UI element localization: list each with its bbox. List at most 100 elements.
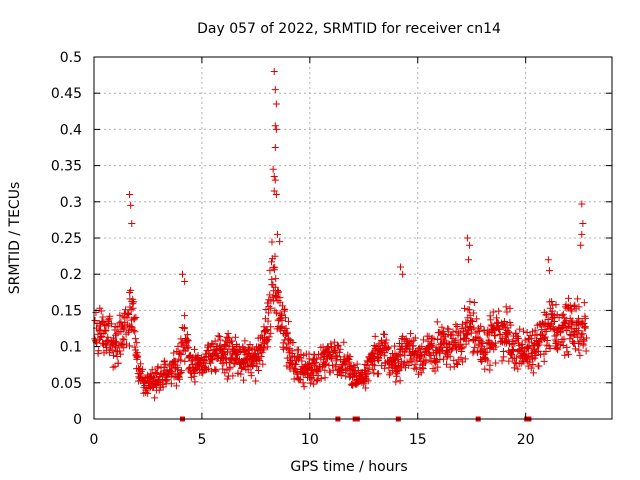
y-axis-label: SRMTID / TECUs [7,182,23,295]
data-point [503,324,511,332]
data-point [548,298,556,306]
data-point [181,312,189,320]
data-point [267,329,275,337]
spike-point [178,270,186,278]
data-point [247,372,255,380]
data-point [267,323,275,331]
data-point [155,386,163,394]
data-point [428,339,436,347]
data-point [205,347,213,355]
data-point [216,336,224,344]
x-tick-label: 15 [409,432,427,448]
data-point [371,362,379,370]
data-point [127,306,135,314]
data-point [496,326,504,334]
data-point [153,369,161,377]
data-point [265,302,273,310]
data-point [127,286,135,294]
x-axis-label: GPS time / hours [290,459,407,475]
data-point [392,368,400,376]
data-point [527,353,535,361]
data-point [321,366,329,374]
data-point [271,252,279,260]
data-point [394,356,402,364]
data-point [137,360,145,368]
data-point [151,394,159,402]
data-point [284,318,292,326]
data-point [119,325,127,333]
spike-point [578,200,586,208]
data-point [159,383,167,391]
data-point [364,377,372,385]
data-point [559,310,567,318]
data-point [162,377,170,385]
data-point [238,365,246,373]
spike-point [577,241,585,249]
data-point [310,380,318,388]
data-point [560,335,568,343]
data-point [579,341,587,349]
data-point [215,332,223,340]
data-point [335,342,343,350]
data-point [563,343,571,351]
data-point [293,370,301,378]
data-point [491,331,499,339]
data-point [461,355,469,363]
data-point [529,369,537,377]
data-point [95,326,103,334]
data-point [417,369,425,377]
data-point [259,346,267,354]
data-point [259,360,267,368]
data-point [190,345,198,353]
data-point [272,309,280,317]
data-point [465,306,473,314]
data-point [448,331,456,339]
data-point [252,377,260,385]
data-point [114,359,122,367]
data-point [276,298,284,306]
data-point [439,355,447,363]
data-point [228,337,236,345]
data-point [535,362,543,370]
data-point [502,303,510,311]
data-point [270,297,278,305]
data-point [317,375,325,383]
data-point [109,363,117,371]
data-point [486,344,494,352]
data-point [335,348,343,356]
data-point [174,342,182,350]
data-point [119,312,127,320]
data-point [112,348,120,356]
y-tick-label: 0.05 [51,376,82,392]
data-point [508,350,516,358]
data-point [276,310,284,318]
data-point [229,372,237,380]
data-point [223,348,231,356]
data-point [581,314,589,322]
data-point [346,362,354,370]
data-point [382,336,390,344]
data-point [461,304,469,312]
data-point [267,304,275,312]
data-point [299,379,307,387]
data-point [330,338,338,346]
data-point [395,350,403,358]
data-point [453,322,461,330]
data-point [385,344,393,352]
data-point [434,363,442,371]
data-point [211,337,219,345]
data-point [151,368,159,376]
data-point [477,358,485,366]
data-point [565,294,573,302]
y-tick-label: 0.35 [51,159,82,175]
spike-point [579,220,587,228]
data-point [495,307,503,315]
y-tick-label: 0.3 [60,195,82,211]
data-point [292,360,300,368]
y-tick-label: 0 [73,412,82,428]
data-point [396,352,404,360]
data-point [191,378,199,386]
data-point [554,346,562,354]
spike-point [270,172,278,180]
spike-point [271,176,279,184]
